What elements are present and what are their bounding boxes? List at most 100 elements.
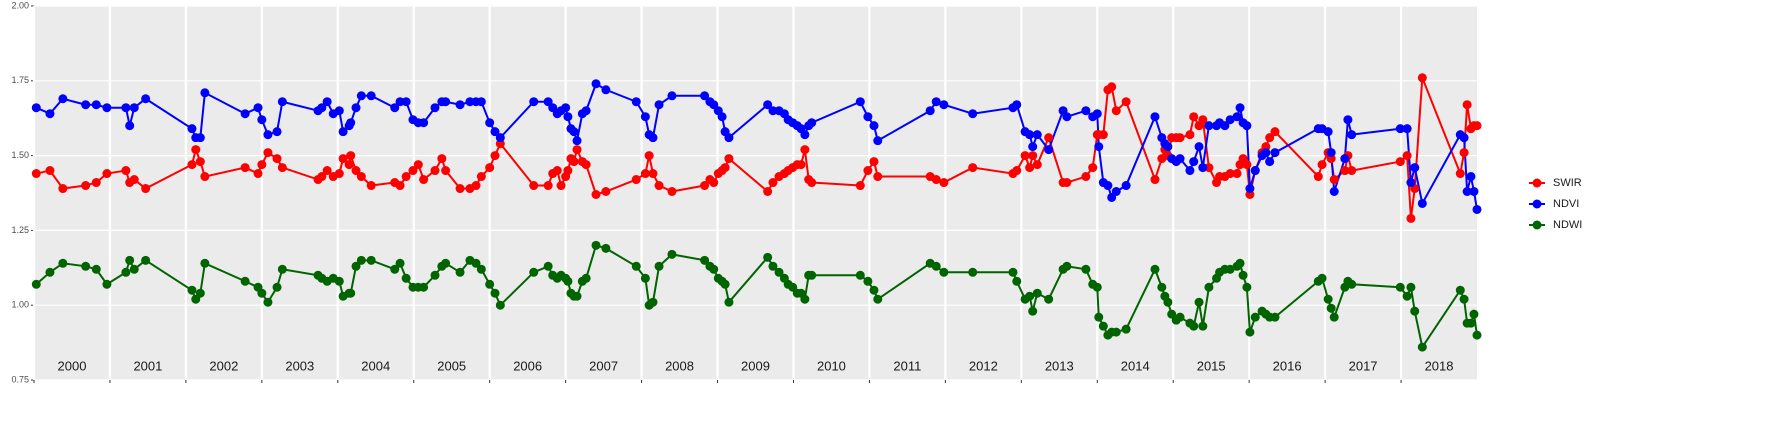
data-point	[187, 160, 197, 170]
data-point	[1204, 121, 1214, 131]
data-point	[441, 166, 451, 176]
data-point	[272, 282, 282, 292]
data-point	[240, 163, 250, 173]
data-point	[240, 109, 250, 119]
data-point	[1189, 157, 1199, 167]
data-point	[1329, 187, 1339, 197]
data-point	[437, 154, 447, 164]
data-point	[240, 276, 250, 286]
data-point	[572, 136, 582, 146]
data-point	[81, 261, 91, 271]
data-point	[441, 97, 451, 107]
data-point	[455, 100, 465, 110]
data-point	[121, 267, 131, 277]
x-tick-label: 2004	[361, 358, 390, 373]
data-point	[667, 187, 677, 197]
data-point	[1062, 261, 1072, 271]
data-point	[476, 264, 486, 274]
data-point	[1121, 324, 1131, 334]
data-point	[807, 270, 817, 280]
data-point	[1032, 130, 1042, 140]
data-point	[495, 300, 505, 310]
data-point	[430, 166, 440, 176]
y-tick-label: 1.25	[11, 225, 29, 235]
data-point	[1245, 184, 1255, 194]
data-point	[1469, 309, 1479, 319]
data-point	[717, 112, 727, 122]
data-point	[631, 97, 641, 107]
data-point	[495, 133, 505, 143]
data-point	[334, 169, 344, 179]
data-point	[1194, 142, 1204, 152]
data-point	[1044, 294, 1054, 304]
data-point	[129, 175, 139, 185]
data-point	[1185, 166, 1195, 176]
data-point	[338, 127, 348, 137]
data-point	[1326, 303, 1336, 313]
data-point	[129, 103, 139, 113]
data-point	[863, 112, 873, 122]
data-point	[869, 285, 879, 295]
data-point	[1395, 282, 1405, 292]
data-point	[1406, 213, 1416, 223]
data-point	[601, 243, 611, 253]
data-point	[1020, 151, 1030, 161]
data-point	[1225, 169, 1235, 179]
data-point	[317, 172, 327, 182]
data-point	[724, 133, 734, 143]
data-point	[1098, 130, 1108, 140]
data-point	[102, 169, 112, 179]
data-point	[346, 151, 356, 161]
data-point	[1062, 112, 1072, 122]
data-point	[1242, 121, 1252, 131]
data-point	[1081, 106, 1091, 116]
data-point	[408, 166, 418, 176]
data-point	[1098, 321, 1108, 331]
data-point	[338, 154, 348, 164]
x-tick-label: 2000	[58, 358, 87, 373]
x-tick-label: 2002	[209, 358, 238, 373]
data-point	[1025, 130, 1035, 140]
data-point	[1150, 112, 1160, 122]
data-point	[552, 166, 562, 176]
data-point	[720, 163, 730, 173]
data-point	[455, 267, 465, 277]
y-tick-label: 1.00	[11, 300, 29, 310]
data-point	[1081, 264, 1091, 274]
data-point	[1107, 82, 1117, 92]
data-point	[351, 103, 361, 113]
data-point	[709, 178, 719, 188]
data-point	[263, 148, 273, 158]
data-point	[91, 100, 101, 110]
x-tick-label: 2006	[513, 358, 542, 373]
data-point	[195, 288, 205, 298]
data-point	[873, 294, 883, 304]
data-point	[344, 160, 354, 170]
data-point	[601, 187, 611, 197]
data-point	[631, 175, 641, 185]
data-point	[1469, 187, 1479, 197]
data-point	[1025, 291, 1035, 301]
data-point	[401, 273, 411, 283]
data-point	[700, 91, 710, 101]
data-point	[1150, 175, 1160, 185]
data-point	[563, 166, 573, 176]
data-point	[1265, 157, 1275, 167]
data-point	[91, 264, 101, 274]
data-point	[968, 163, 978, 173]
data-point	[631, 261, 641, 271]
data-point	[1198, 163, 1208, 173]
data-point	[931, 175, 941, 185]
data-point	[561, 103, 571, 113]
data-point	[200, 88, 210, 98]
data-point	[485, 118, 495, 128]
data-point	[581, 160, 591, 170]
data-point	[81, 100, 91, 110]
x-tick-label: 2012	[969, 358, 998, 373]
data-point	[1235, 258, 1245, 268]
data-point	[1417, 198, 1427, 208]
data-point	[277, 97, 287, 107]
data-point	[1343, 115, 1353, 125]
data-point	[1163, 297, 1173, 307]
data-point	[1406, 178, 1416, 188]
